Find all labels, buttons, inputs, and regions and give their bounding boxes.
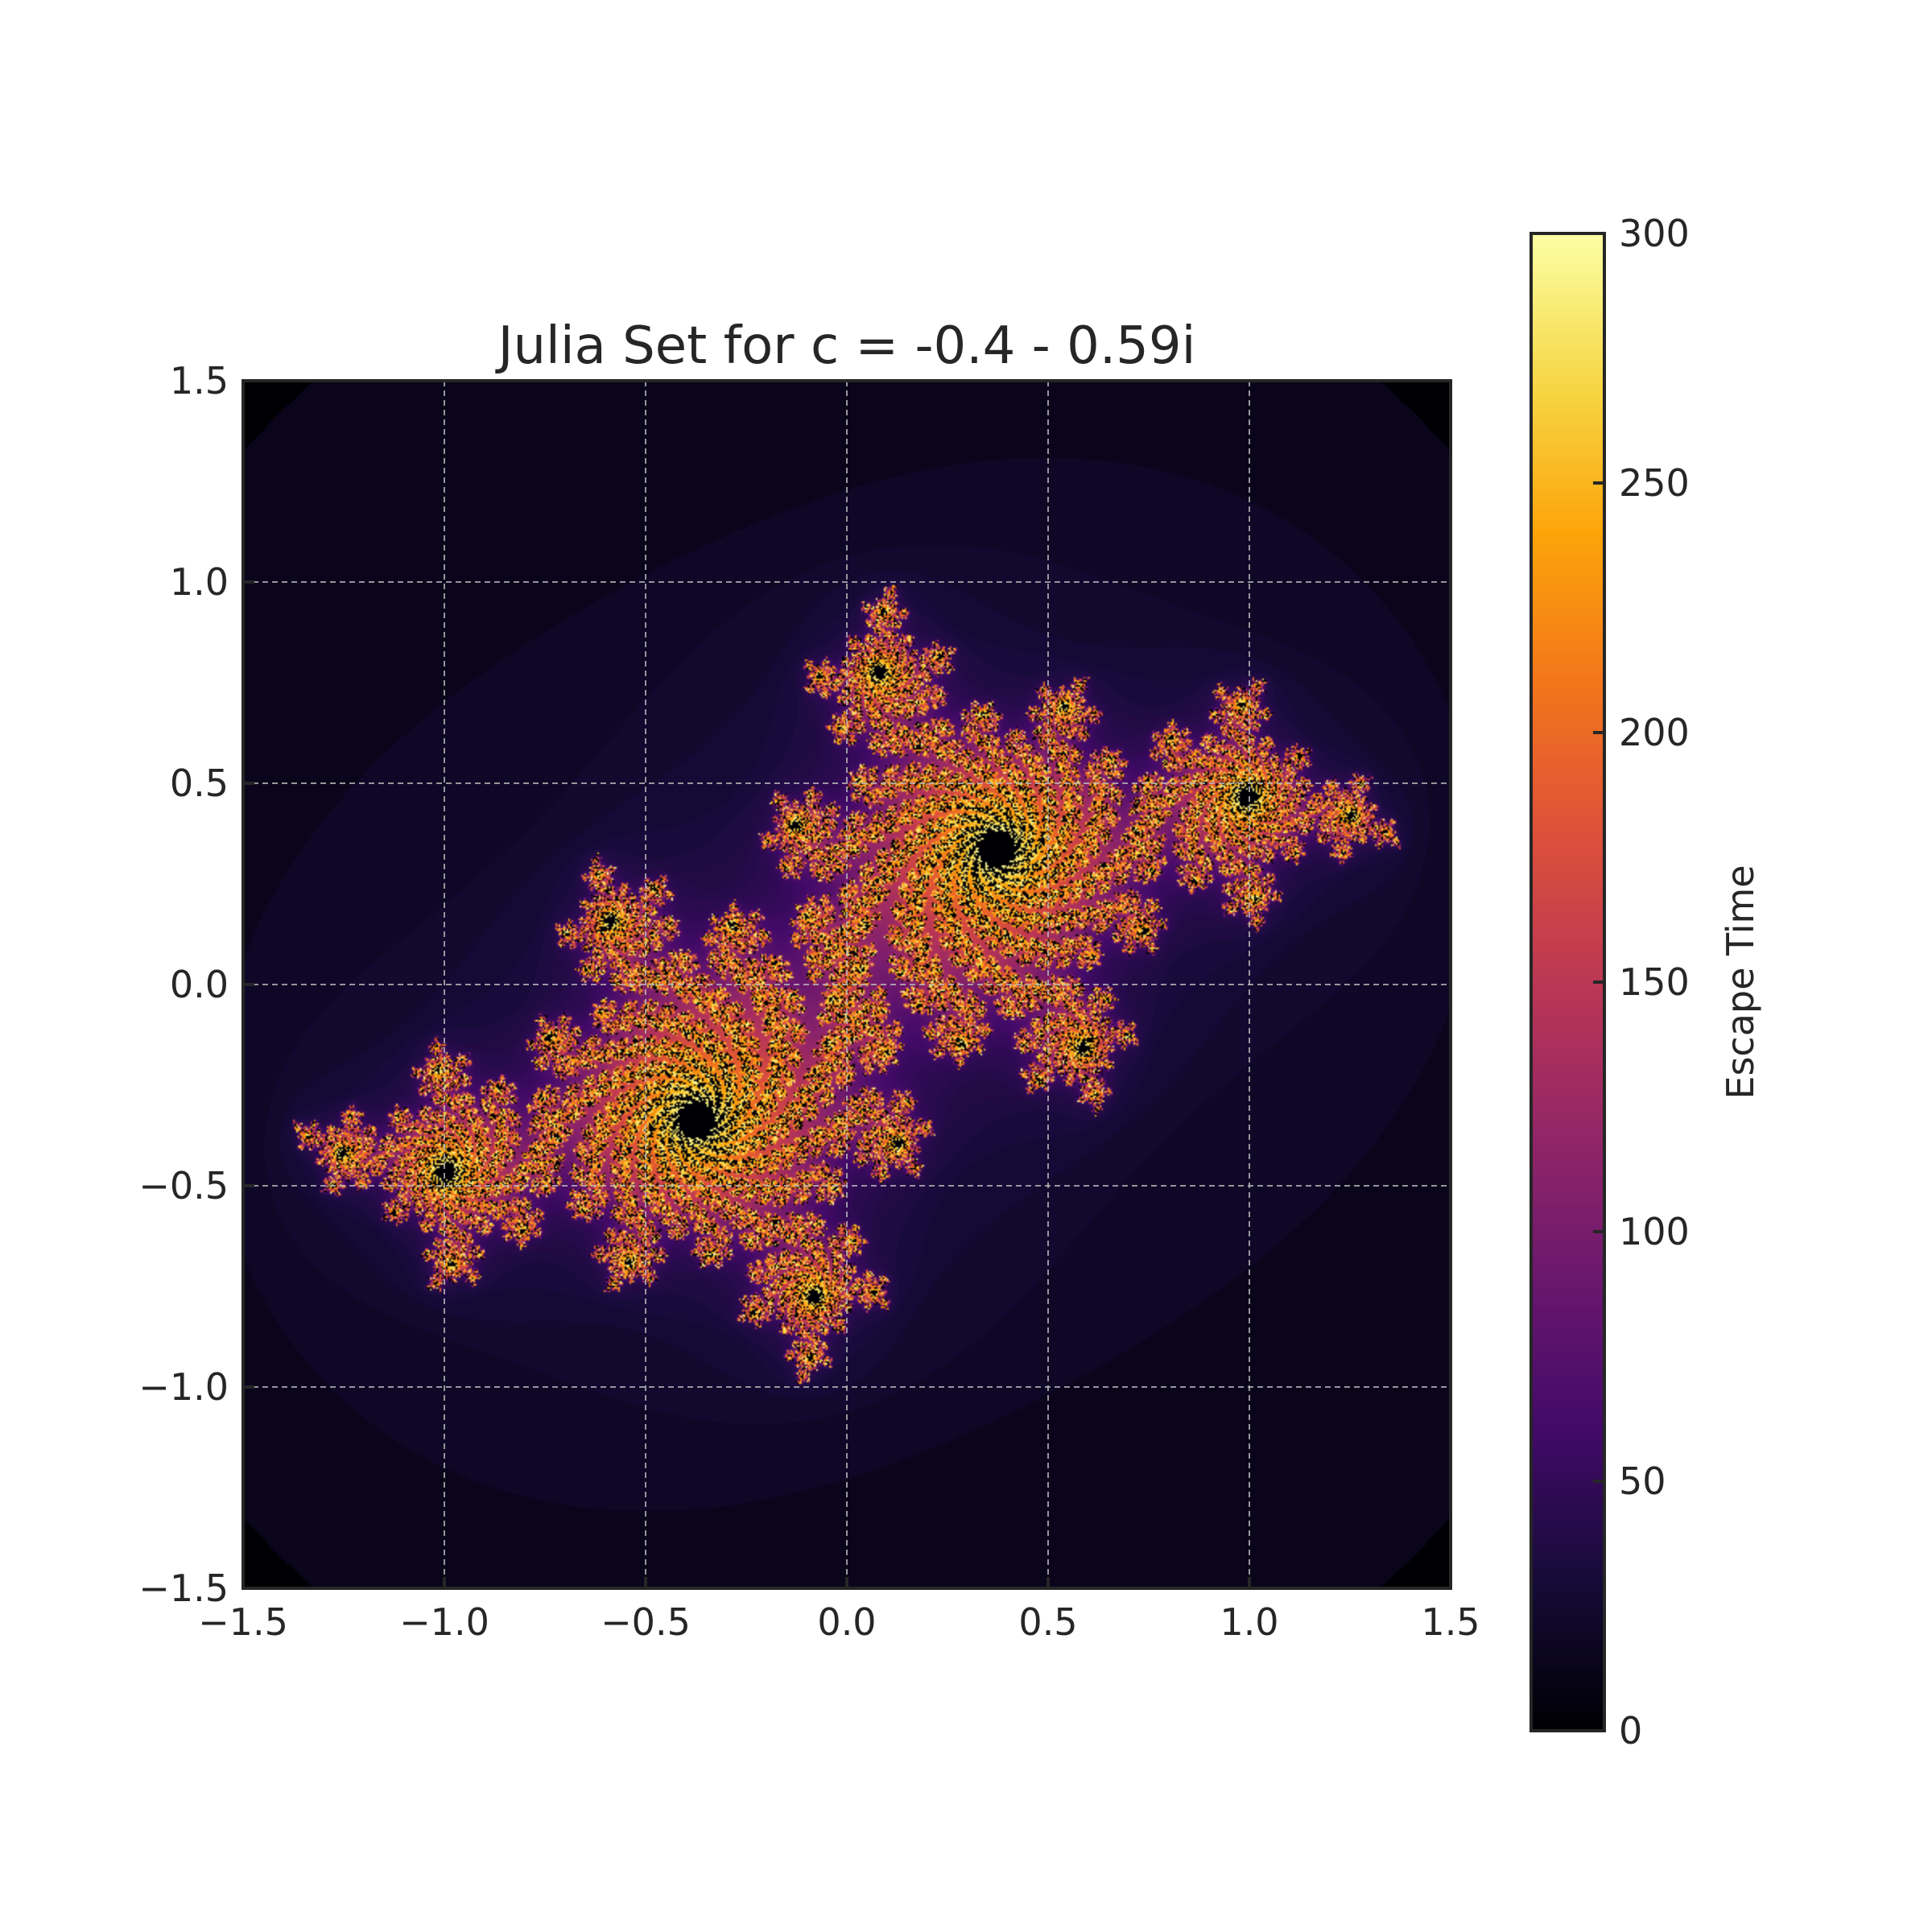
colorbar-tick-label: 100 [1619, 1210, 1690, 1253]
x-tick-label: −1.5 [198, 1600, 288, 1644]
colorbar-tick-label: 150 [1619, 960, 1690, 1004]
chart-title: Julia Set for c = -0.4 - 0.59i [495, 316, 1196, 376]
y-tick-label: 1.5 [170, 359, 229, 402]
y-tick-label: 1.0 [170, 560, 229, 604]
colorbar-gradient [1531, 233, 1604, 1731]
y-tick-label: 0.5 [170, 762, 229, 805]
x-tick-label: 0.5 [1018, 1600, 1077, 1644]
colorbar-label: Escape Time [1719, 865, 1762, 1099]
y-tick-label: −1.0 [138, 1365, 229, 1409]
x-tick-label: −0.5 [601, 1600, 691, 1644]
colorbar-tick-label: 0 [1619, 1709, 1642, 1752]
colorbar-ticks: 0 50 100 150 200 250 300 [1593, 212, 1690, 1752]
grid-lines [243, 381, 1451, 1588]
y-tick-label: 0.0 [170, 963, 229, 1006]
y-tick-label: −0.5 [138, 1164, 229, 1208]
colorbar-tick-label: 200 [1619, 711, 1690, 754]
colorbar-tick-label: 50 [1619, 1459, 1666, 1503]
x-tick-label: 1.0 [1220, 1600, 1278, 1644]
x-tick-label: 0.0 [817, 1600, 876, 1644]
axis-ticks: −1.5 −1.0 −0.5 0.0 0.5 1.0 1.5 −1.5 −1.0 −0.5 0.0 0… [138, 359, 1480, 1644]
y-tick-label: −1.5 [138, 1567, 229, 1610]
x-tick-label: −1.0 [399, 1600, 489, 1644]
colorbar-tick-label: 250 [1619, 461, 1690, 505]
colorbar-tick-label: 300 [1619, 212, 1690, 255]
x-tick-label: 1.5 [1421, 1600, 1480, 1644]
